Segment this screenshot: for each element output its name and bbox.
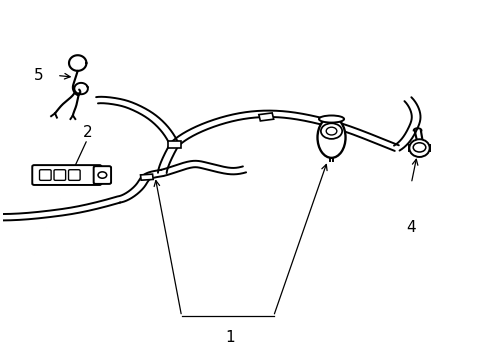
Text: 4: 4 (406, 220, 415, 235)
Bar (167, 141, 181, 148)
FancyBboxPatch shape (94, 166, 111, 184)
Ellipse shape (408, 139, 429, 157)
Text: 2: 2 (82, 125, 92, 140)
Ellipse shape (318, 116, 344, 123)
Bar (140, 174, 153, 180)
Bar (258, 113, 273, 121)
FancyBboxPatch shape (68, 170, 80, 180)
Circle shape (325, 127, 336, 135)
Ellipse shape (317, 117, 345, 158)
Circle shape (412, 143, 425, 152)
FancyBboxPatch shape (32, 165, 101, 185)
Circle shape (320, 123, 342, 139)
FancyBboxPatch shape (40, 170, 51, 180)
Text: 1: 1 (224, 330, 234, 345)
Circle shape (98, 172, 106, 178)
FancyBboxPatch shape (54, 170, 65, 180)
Text: 5: 5 (34, 68, 44, 83)
Text: 3: 3 (326, 134, 336, 149)
